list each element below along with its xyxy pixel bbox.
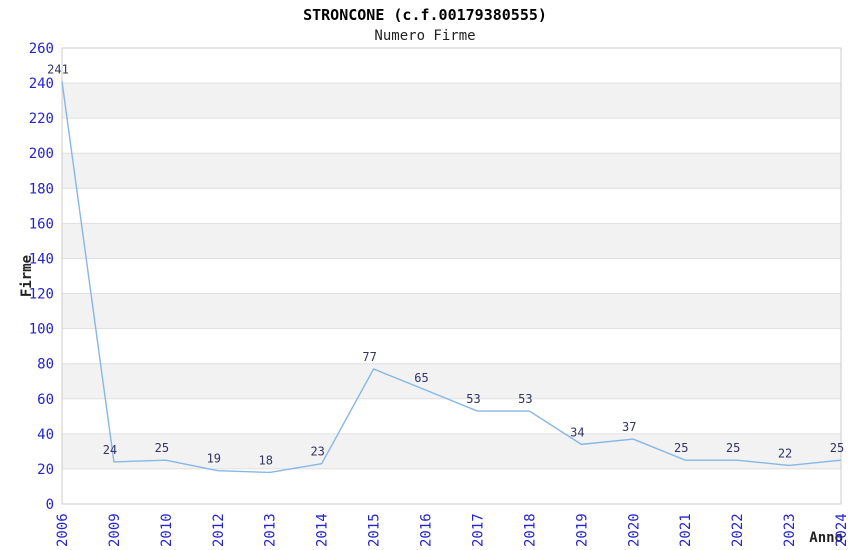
x-tick-label: 2009 — [107, 513, 123, 547]
x-tick-label: 2018 — [522, 513, 538, 547]
x-tick-label: 2022 — [730, 513, 746, 547]
data-point-label: 37 — [622, 420, 636, 434]
y-tick-label: 0 — [46, 497, 54, 513]
data-point-label: 25 — [674, 441, 688, 455]
plot-band — [62, 223, 841, 259]
data-point-label: 22 — [778, 446, 792, 460]
y-tick-label: 260 — [29, 41, 54, 57]
data-point-label: 241 — [47, 62, 69, 76]
y-tick-label: 220 — [29, 111, 54, 127]
y-tick-label: 120 — [29, 287, 54, 303]
x-tick-label: 2024 — [834, 513, 850, 547]
x-tick-label: 2020 — [626, 513, 642, 547]
y-tick-label: 100 — [29, 322, 54, 338]
data-line — [61, 81, 842, 474]
y-tick-label: 180 — [29, 181, 54, 197]
x-tick-label: 2012 — [211, 513, 227, 547]
y-tick-label: 240 — [29, 76, 54, 92]
x-tick-label: 2014 — [315, 513, 331, 547]
plot-band — [62, 83, 841, 119]
data-point-label: 24 — [103, 443, 117, 457]
y-tick-label: 140 — [29, 251, 54, 267]
plot-band — [62, 293, 841, 329]
data-point-label: 53 — [466, 392, 480, 406]
y-tick-label: 60 — [37, 392, 54, 408]
data-point-label: 18 — [259, 453, 273, 467]
data-point-label: 25 — [726, 441, 740, 455]
data-point-label: 19 — [207, 452, 221, 466]
x-tick-label: 2006 — [55, 513, 71, 547]
plot-border — [61, 47, 842, 505]
data-point-label: 25 — [830, 441, 844, 455]
chart-title: STRONCONE (c.f.00179380555) — [303, 6, 547, 24]
x-tick-label: 2023 — [782, 513, 798, 547]
data-point-label: 25 — [155, 441, 169, 455]
chart-subtitle: Numero Firme — [374, 28, 476, 44]
x-tick-label: 2017 — [470, 513, 486, 547]
y-tick-label: 200 — [29, 146, 54, 162]
plot-band — [62, 363, 841, 399]
x-tick-label: 2019 — [574, 513, 590, 547]
data-point-label: 53 — [518, 392, 532, 406]
data-point-label: 34 — [570, 425, 584, 439]
y-tick-label: 40 — [37, 427, 54, 443]
x-axis-title: Anno — [809, 530, 843, 546]
plot-band — [62, 153, 841, 189]
x-tick-label: 2016 — [419, 513, 435, 547]
y-tick-label: 160 — [29, 216, 54, 232]
x-tick-label: 2015 — [367, 513, 383, 547]
data-point-label: 23 — [310, 445, 324, 459]
x-tick-label: 2021 — [678, 513, 694, 547]
x-tick-label: 2013 — [263, 513, 279, 547]
y-tick-label: 20 — [37, 462, 54, 478]
plot-band — [62, 433, 841, 469]
y-tick-label: 80 — [37, 357, 54, 373]
x-tick-label: 2010 — [159, 513, 175, 547]
data-point-label: 77 — [362, 350, 376, 364]
data-point-label: 65 — [414, 371, 428, 385]
